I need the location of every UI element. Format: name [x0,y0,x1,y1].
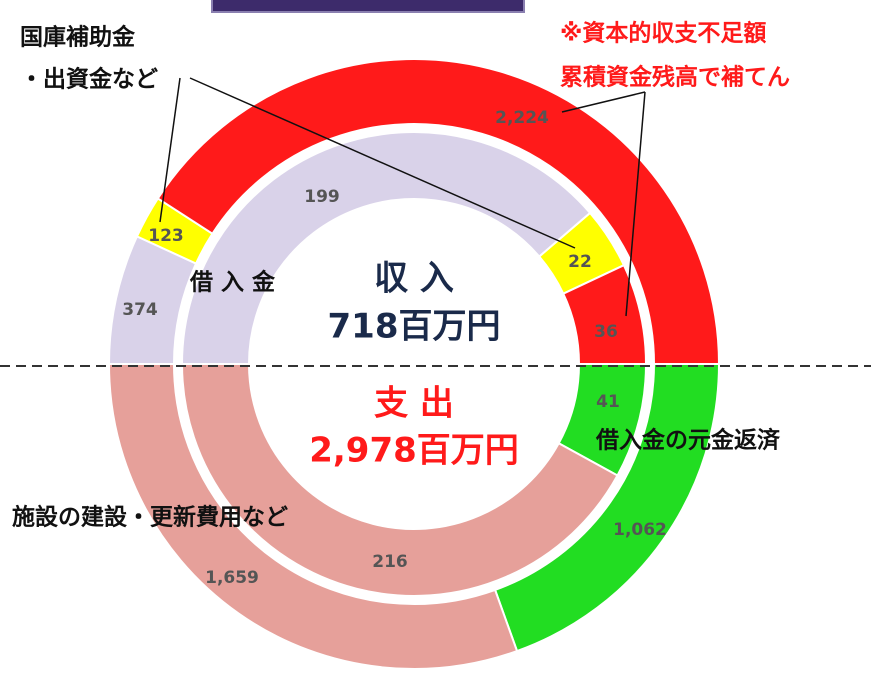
annotation: 借入金の元金返済 [595,427,781,454]
header-box [211,0,525,13]
leader-line [159,77,181,223]
annotation: 施設の建設・更新費用など [12,504,288,531]
annotation: ※資本的収支不足額 [560,20,766,47]
value-label: 123 [148,226,184,246]
leader-lines [159,77,646,317]
rings [107,58,721,670]
value-label: 2,224 [495,108,549,128]
annotation: 累積資金残高で補てん [560,64,790,91]
annotation: 借 入 金 [189,269,276,296]
annotation: 国庫補助金 [20,24,136,51]
value-label: 374 [122,300,158,320]
segment [180,363,619,597]
value-label: 36 [594,322,618,342]
segment [107,363,519,670]
value-label: 41 [596,392,620,412]
leader-line [561,91,646,113]
center-title: 収 入 [374,259,454,299]
leader-line [625,91,646,317]
annotation: ・出資金など [20,66,158,93]
center-title: 支 出 [374,384,454,424]
value-label: 1,062 [613,520,667,540]
center-total: 2,978百万円 [309,431,519,471]
leader-line [189,77,576,249]
value-label: 1,659 [205,568,259,588]
value-label: 22 [568,252,592,272]
center-total: 718百万円 [328,307,501,347]
segment [180,131,592,365]
value-label: 216 [372,552,408,572]
value-label: 199 [304,187,340,207]
segment [156,58,721,365]
